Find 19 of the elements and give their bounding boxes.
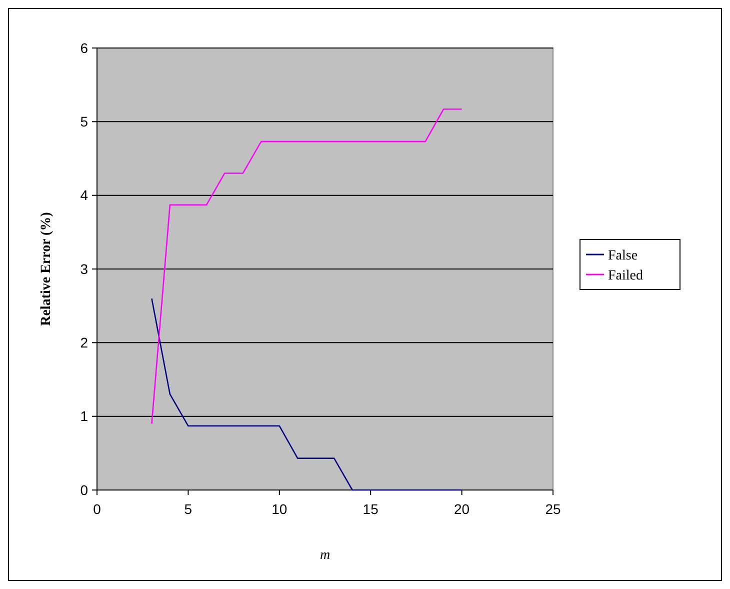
x-tick-label: 20 (454, 501, 470, 517)
y-axis-title: Relative Error (%) (39, 212, 54, 326)
y-tick-label: 0 (80, 482, 88, 498)
line-series (151, 108, 462, 424)
legend-label: Failed (608, 268, 643, 284)
x-tick-label: 15 (362, 501, 379, 517)
y-tick-label: 5 (80, 114, 88, 130)
y-tick-label: 4 (80, 187, 88, 204)
y-tick-label: 6 (80, 40, 88, 56)
x-tick-label: 0 (93, 501, 102, 517)
x-tick-label: 5 (184, 501, 192, 517)
y-tick-label: 1 (80, 408, 88, 424)
line-series (151, 298, 462, 491)
x-tick-label: 10 (272, 501, 288, 517)
x-tick-label: 25 (545, 501, 561, 517)
y-tick-label: 2 (80, 334, 88, 351)
y-tick-label: 3 (80, 260, 88, 277)
legend-label: False (608, 248, 638, 264)
x-axis-title: m (320, 548, 330, 563)
